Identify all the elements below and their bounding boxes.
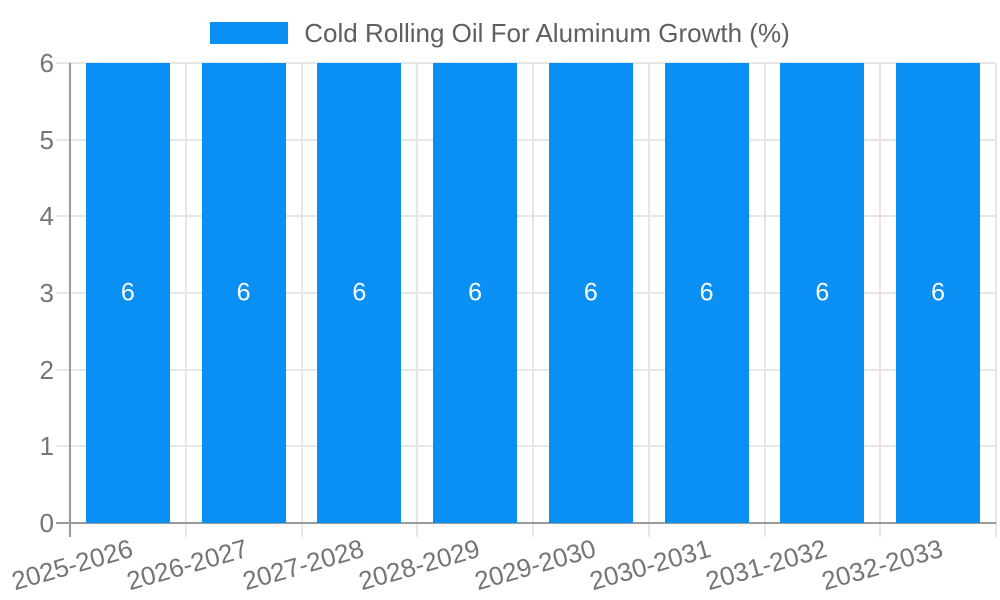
x-axis-tick-label: 2032-2033 bbox=[818, 533, 946, 597]
y-axis-tick-label: 3 bbox=[39, 278, 54, 308]
bar-value-label: 6 bbox=[583, 278, 598, 307]
y-tick-mark bbox=[56, 62, 70, 64]
y-axis-tick-label: 6 bbox=[39, 48, 54, 78]
bar: 6 bbox=[317, 63, 402, 523]
bar: 6 bbox=[85, 63, 170, 523]
x-tick-mark bbox=[647, 523, 650, 537]
x-axis-tick-label: 2025-2026 bbox=[7, 533, 136, 597]
bar-value-label: 6 bbox=[815, 278, 830, 307]
x-tick-mark bbox=[184, 523, 187, 537]
gridline-vertical bbox=[416, 63, 419, 523]
x-axis-tick-label: 2027-2028 bbox=[239, 533, 368, 597]
bar-value-label: 6 bbox=[699, 278, 714, 307]
x-axis-line bbox=[56, 522, 996, 524]
gridline-vertical bbox=[184, 63, 187, 523]
legend-swatch bbox=[210, 22, 289, 44]
y-axis-tick-label: 4 bbox=[39, 201, 54, 232]
gridline-vertical bbox=[300, 63, 303, 523]
y-tick-mark bbox=[56, 215, 70, 218]
bar: 6 bbox=[433, 63, 518, 523]
x-axis-tick-label: 2030-2031 bbox=[586, 533, 715, 597]
bar-value-label: 6 bbox=[120, 278, 135, 307]
y-axis-tick-label: 2 bbox=[39, 354, 54, 385]
y-tick-mark bbox=[56, 292, 70, 294]
x-axis-tick-label: 2028-2029 bbox=[355, 533, 483, 597]
gridline-vertical bbox=[879, 63, 882, 523]
x-tick-mark bbox=[763, 523, 766, 537]
x-axis-tick-label: 2026-2027 bbox=[123, 533, 252, 597]
bar: 6 bbox=[780, 63, 865, 523]
gridline-vertical bbox=[532, 63, 534, 523]
y-tick-mark bbox=[56, 445, 70, 448]
y-axis-line bbox=[69, 63, 71, 537]
x-tick-mark bbox=[300, 523, 303, 537]
x-tick-mark bbox=[995, 523, 997, 537]
x-tick-mark bbox=[879, 523, 882, 537]
bar: 6 bbox=[201, 63, 286, 523]
y-axis-tick-label: 0 bbox=[39, 508, 54, 538]
bar-value-label: 6 bbox=[468, 278, 483, 307]
gridline-vertical bbox=[647, 63, 650, 523]
bar-value-label: 6 bbox=[352, 278, 367, 307]
y-tick-mark bbox=[56, 138, 70, 141]
y-axis-tick-label: 5 bbox=[39, 124, 54, 155]
legend: Cold Rolling Oil For Aluminum Growth (%) bbox=[0, 20, 1000, 46]
bar: 6 bbox=[896, 63, 981, 523]
gridline-vertical bbox=[995, 63, 997, 523]
y-axis-tick-label: 1 bbox=[39, 431, 54, 462]
legend-label: Cold Rolling Oil For Aluminum Growth (%) bbox=[304, 18, 790, 48]
x-axis-tick-label: 2031-2032 bbox=[702, 533, 831, 597]
bar-value-label: 6 bbox=[931, 278, 946, 307]
x-tick-mark bbox=[416, 523, 419, 537]
gridline-vertical bbox=[763, 63, 766, 523]
bar-value-label: 6 bbox=[236, 278, 251, 307]
bar: 6 bbox=[548, 63, 633, 523]
x-tick-mark bbox=[532, 523, 534, 537]
y-tick-mark bbox=[56, 368, 70, 371]
x-axis-tick-label: 2029-2030 bbox=[470, 533, 599, 597]
bar: 6 bbox=[664, 63, 749, 523]
